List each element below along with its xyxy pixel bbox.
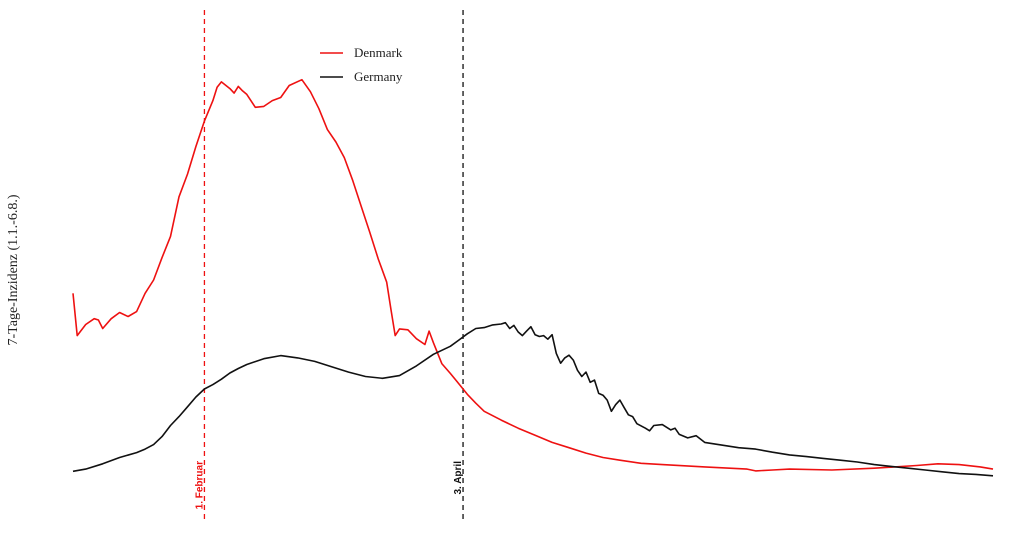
series-lines <box>72 78 994 477</box>
series-line-denmark <box>72 78 994 472</box>
y-axis-label: 7-Tage-Inzidenz (1.1.-6.8.) <box>6 194 21 345</box>
legend-label-denmark: Denmark <box>354 45 403 60</box>
series-line-germany <box>72 321 994 477</box>
marker-label: 1. Februar <box>194 461 205 509</box>
marker-label: 3. April <box>453 461 464 495</box>
legend-label-germany: Germany <box>354 69 403 84</box>
vertical-markers: 1. Februar 3. April <box>194 10 464 520</box>
legend: Denmark Germany <box>320 45 403 84</box>
